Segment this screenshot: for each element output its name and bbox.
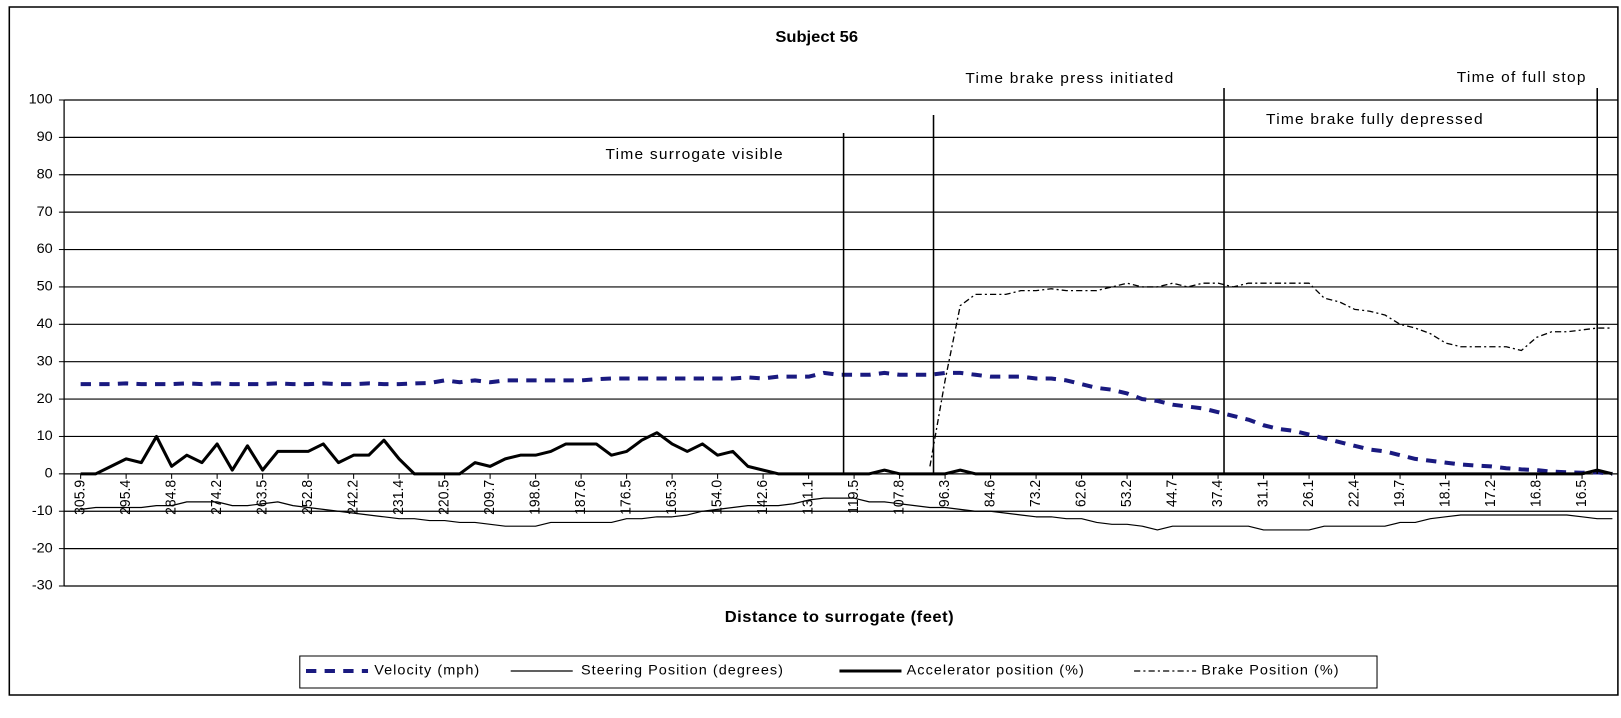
- y-tick-label: 40: [37, 316, 53, 332]
- x-tick-label: 16.8: [1528, 480, 1544, 507]
- y-tick-label: 60: [37, 241, 53, 257]
- annotation: Time brake press initiated: [965, 70, 1174, 87]
- y-tick-label: -30: [32, 578, 53, 594]
- x-tick-label: 107.8: [891, 480, 907, 515]
- series-line: [80, 370, 1613, 476]
- annotation: Time of full stop: [1457, 69, 1587, 86]
- x-tick-label: 209.7: [482, 480, 498, 515]
- x-tick-label: 198.6: [527, 480, 543, 515]
- x-tick-label: 284.8: [163, 480, 179, 515]
- y-tick-label: 90: [37, 129, 53, 145]
- x-tick-label: 22.4: [1346, 480, 1362, 507]
- legend-label: Brake Position (%): [1201, 663, 1339, 679]
- x-axis-title: Distance to surrogate (feet): [725, 608, 954, 626]
- series-line: [929, 282, 1613, 467]
- x-tick-label: 220.5: [436, 480, 452, 515]
- x-tick-label: 274.2: [209, 480, 225, 515]
- x-tick-label: 119.5: [846, 480, 862, 514]
- y-tick-label: 100: [29, 92, 53, 108]
- y-tick-label: 70: [37, 204, 53, 220]
- y-tick-label: 10: [37, 428, 53, 444]
- x-tick-label: 305.9: [72, 480, 88, 515]
- x-tick-label: 16.5: [1574, 480, 1590, 507]
- y-tick-label: 80: [37, 167, 53, 183]
- x-tick-label: 73.2: [1028, 480, 1044, 507]
- x-tick-label: 17.2: [1483, 480, 1499, 507]
- x-tick-label: 154.0: [709, 480, 725, 515]
- legend-box: [299, 655, 1378, 689]
- legend-label: Steering Position (degrees): [581, 663, 784, 679]
- x-tick-label: 96.3: [937, 480, 953, 507]
- x-tick-label: 131.1: [800, 480, 816, 515]
- legend-label: Accelerator position (%): [907, 663, 1085, 679]
- x-tick-label: 142.6: [755, 480, 771, 515]
- x-tick-label: 37.4: [1210, 480, 1226, 507]
- x-tick-label: 187.6: [573, 480, 589, 515]
- x-tick-label: 84.6: [982, 480, 998, 507]
- chart-title: Subject 56: [775, 28, 858, 46]
- y-tick-label: -10: [32, 503, 53, 519]
- x-tick-label: 263.5: [254, 480, 270, 515]
- x-tick-label: 252.8: [300, 480, 316, 515]
- annotation: Time brake fully depressed: [1266, 111, 1484, 128]
- x-tick-label: 31.1: [1255, 480, 1271, 507]
- x-tick-label: 19.7: [1392, 480, 1408, 507]
- y-tick-label: 0: [45, 466, 53, 482]
- x-tick-label: 295.4: [118, 480, 134, 515]
- x-tick-label: 18.1: [1437, 480, 1453, 507]
- x-tick-label: 26.1: [1301, 480, 1317, 507]
- y-tick-label: 30: [37, 354, 53, 370]
- x-tick-label: 176.5: [618, 480, 634, 515]
- x-tick-label: 242.2: [345, 480, 361, 515]
- series-line: [80, 431, 1613, 476]
- annotation: Time surrogate visible: [606, 146, 784, 163]
- series-line: [80, 497, 1613, 531]
- y-tick-label: 20: [37, 391, 53, 407]
- y-tick-label: -20: [32, 541, 53, 557]
- x-tick-label: 231.4: [391, 480, 407, 515]
- y-tick-label: 50: [37, 279, 53, 295]
- legend-label: Velocity (mph): [374, 663, 480, 679]
- chart-border: [8, 6, 1619, 696]
- x-tick-label: 44.7: [1164, 480, 1180, 507]
- x-tick-label: 62.6: [1073, 480, 1089, 507]
- x-tick-label: 53.2: [1119, 480, 1135, 507]
- x-tick-label: 165.3: [664, 480, 680, 515]
